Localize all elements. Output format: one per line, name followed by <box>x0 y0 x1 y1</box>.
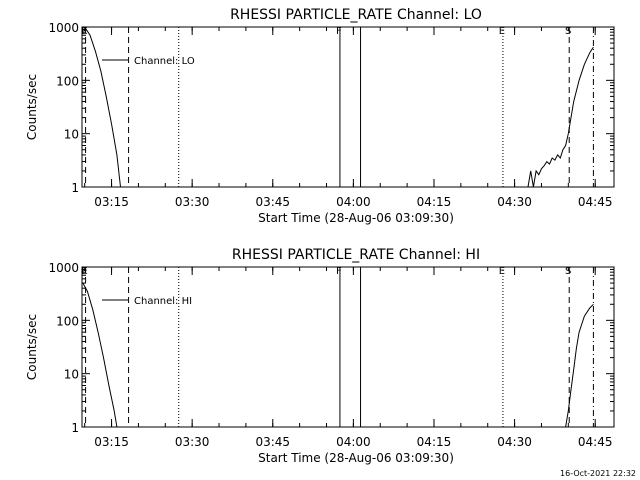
x-tick-label: 04:15 <box>417 195 452 209</box>
series-line <box>527 46 594 187</box>
y-tick-label: 1000 <box>48 261 79 275</box>
legend-label: Channel: HI <box>134 296 192 307</box>
x-tick-label: 04:00 <box>336 195 371 209</box>
y-tick-label: 10 <box>64 128 79 142</box>
x-tick-label: 04:30 <box>497 435 532 449</box>
x-axis-label: Start Time (28-Aug-06 03:09:30) <box>258 451 454 465</box>
x-tick-label: 03:15 <box>94 195 129 209</box>
x-tick-label: 04:15 <box>417 435 452 449</box>
plot-lo: RHESSI PARTICLE_RATE Channel: LO Counts/s… <box>25 7 615 225</box>
event-marker-label: F <box>336 26 342 37</box>
x-tick-label: 04:45 <box>578 435 613 449</box>
y-tick-label: 1 <box>71 181 79 195</box>
footer-timestamp: 16-Oct-2021 22:32 <box>560 469 636 478</box>
x-tick-label: 03:45 <box>255 435 290 449</box>
y-tick-label: 1 <box>71 421 79 435</box>
event-marker-label: E <box>81 26 87 37</box>
y-tick-label: 10 <box>64 368 79 382</box>
event-marker-label: E <box>499 266 505 277</box>
x-tick-label: 03:30 <box>175 435 210 449</box>
event-marker-label: E <box>499 26 505 37</box>
chart-title: RHESSI PARTICLE_RATE Channel: LO <box>230 7 482 23</box>
event-marker-label: S <box>565 26 571 37</box>
plot-hi: RHESSI PARTICLE_RATE Channel: HI Counts/s… <box>25 247 615 465</box>
x-tick-label: 04:30 <box>497 195 532 209</box>
y-tick-label: 1000 <box>48 21 79 35</box>
y-tick-label: 100 <box>56 314 79 328</box>
x-tick-label: 04:00 <box>336 435 371 449</box>
plot-frame <box>81 266 615 428</box>
y-tick-label: 100 <box>56 74 79 88</box>
event-marker-label: F <box>336 266 342 277</box>
series-line <box>84 27 121 187</box>
series-line <box>565 303 594 427</box>
x-tick-label: 03:15 <box>94 435 129 449</box>
series-line <box>82 282 118 427</box>
x-tick-label: 04:45 <box>578 195 613 209</box>
x-tick-label: 03:45 <box>255 195 290 209</box>
x-tick-label: 03:30 <box>175 195 210 209</box>
chart-title: RHESSI PARTICLE_RATE Channel: HI <box>232 247 480 263</box>
plot-frame <box>81 26 615 188</box>
legend-label: Channel: LO <box>134 56 195 67</box>
x-axis-label: Start Time (28-Aug-06 03:09:30) <box>258 211 454 225</box>
event-marker-label: E <box>81 266 87 277</box>
event-marker-label: S <box>565 266 571 277</box>
y-axis-label: Counts/sec <box>25 74 39 140</box>
y-axis-label: Counts/sec <box>25 314 39 380</box>
